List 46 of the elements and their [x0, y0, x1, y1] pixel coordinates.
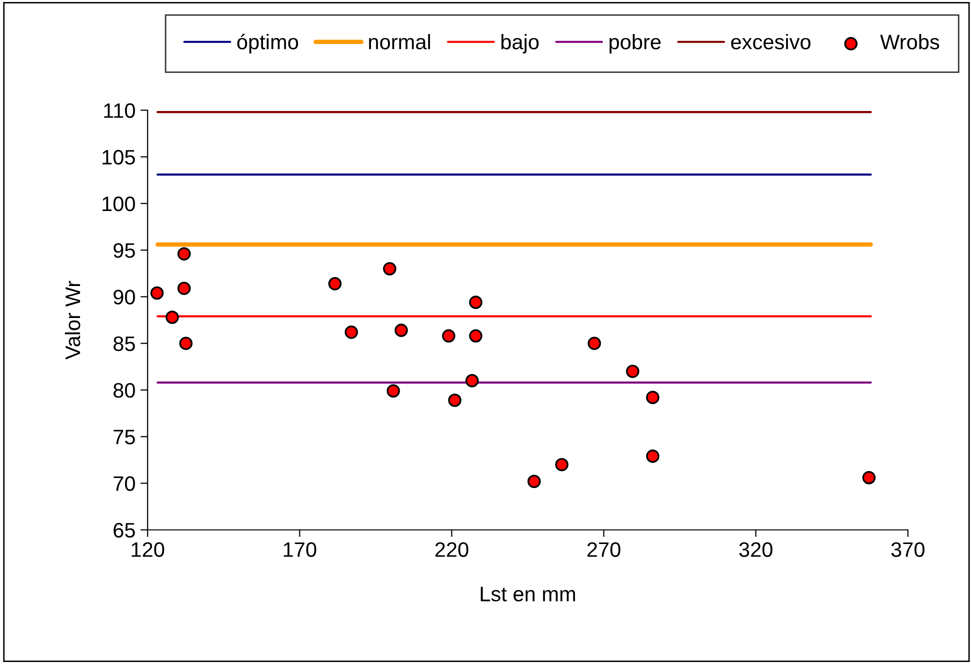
point — [179, 336, 193, 350]
y-tick-label: 65 — [114, 522, 135, 538]
y-tick-label: 70 — [114, 476, 135, 491]
point — [344, 326, 358, 339]
y-tick-label: 110 — [104, 103, 135, 118]
legend-label: pobre — [610, 34, 661, 54]
legend-label: Wrobs — [880, 34, 940, 50]
point — [465, 374, 479, 388]
y-tick-label: 85 — [114, 336, 135, 352]
point — [394, 324, 408, 337]
point — [328, 277, 342, 290]
y-axis-title: Valor Wr — [64, 280, 80, 360]
point — [448, 394, 462, 407]
point — [150, 286, 164, 300]
legend-label: excesivo — [731, 34, 810, 50]
legend-label: normal — [369, 34, 430, 50]
point — [386, 384, 400, 398]
point — [626, 364, 640, 378]
x-tick-label: 170 — [284, 542, 316, 557]
point — [646, 450, 660, 463]
point — [862, 471, 876, 484]
point — [588, 336, 601, 350]
y-tick-label: 105 — [102, 150, 135, 165]
y-tick-label: 95 — [114, 243, 135, 258]
x-axis-title: Lst en mm — [480, 586, 575, 602]
point — [177, 282, 191, 295]
y-tick-label: 75 — [114, 430, 135, 444]
x-tick-label: 220 — [435, 542, 468, 557]
point — [527, 474, 541, 488]
point — [469, 296, 482, 309]
y-tick-label: 100 — [102, 196, 135, 212]
point — [469, 329, 482, 343]
point — [555, 458, 568, 472]
point — [442, 329, 456, 343]
point — [166, 310, 179, 324]
y-tick-label: 80 — [114, 382, 135, 398]
point — [383, 262, 396, 276]
point — [646, 390, 660, 404]
x-tick-label: 320 — [739, 542, 772, 557]
x-tick-label: 270 — [587, 542, 620, 557]
legend-label: óptimo — [237, 34, 298, 54]
x-tick-label: 370 — [891, 542, 924, 557]
y-tick-label: 90 — [114, 290, 135, 304]
point — [177, 247, 191, 260]
legend-label: bajo — [501, 34, 539, 54]
x-tick-label: 120 — [132, 542, 164, 557]
